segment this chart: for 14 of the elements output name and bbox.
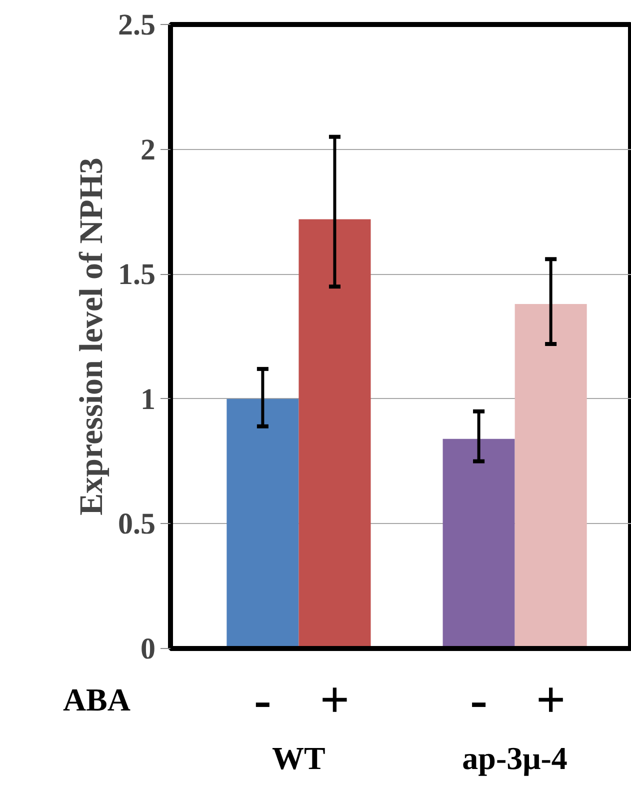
y-axis-title: Expression level of NPH3 xyxy=(74,158,110,516)
y-tick-label: 1 xyxy=(140,382,156,416)
y-tick-label: 2 xyxy=(140,133,156,166)
y-tick-label: 1.5 xyxy=(118,258,156,292)
x-tick-label: + xyxy=(536,672,566,729)
x-tick-label: + xyxy=(320,672,350,729)
text: WT xyxy=(272,740,326,776)
y-tick-label: 0.5 xyxy=(118,508,156,541)
y-tick-label: 2.5 xyxy=(118,8,156,42)
y-tick-label: 0 xyxy=(140,632,156,666)
text: ABA xyxy=(62,682,130,718)
text: ap-3μ-4 xyxy=(462,740,568,776)
x-tick-label: - xyxy=(254,672,272,729)
x-tick-label: - xyxy=(470,672,488,729)
